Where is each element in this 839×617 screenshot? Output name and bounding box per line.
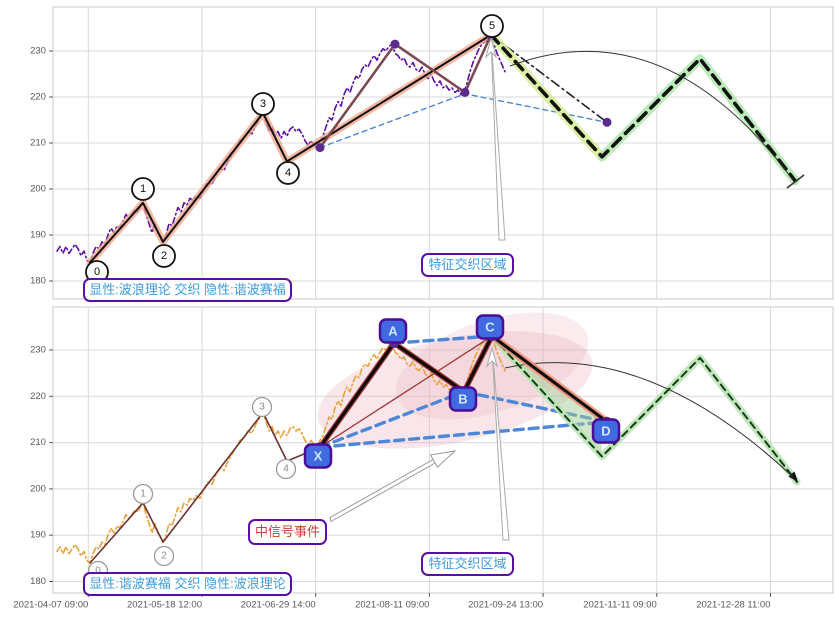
wave-circle-top: [276, 161, 300, 185]
projection-arrowhead-bottom: [788, 471, 798, 482]
y-tick-label: 190: [30, 230, 46, 241]
wave-number-top: 0: [94, 266, 100, 278]
zone-leader-arrow-top: [485, 36, 497, 59]
wave-circle-top: [480, 14, 504, 38]
zone-leader-bottom: [491, 347, 510, 541]
projection-arc-top: [509, 50, 794, 181]
signal-arrow-head: [429, 450, 457, 468]
harmonic-vertex-dot-top: [602, 117, 612, 127]
wave-number-top: 4: [285, 167, 291, 179]
hidden-harmonic-zigzag: [318, 33, 493, 149]
x-tick-label: 2021-06-29 14:00: [241, 600, 316, 611]
wave-circle-top: [131, 177, 155, 201]
wave-number-bottom: 0: [95, 566, 101, 577]
wave-number-bottom: 1: [140, 489, 146, 500]
wave-circle-top: [152, 244, 176, 268]
wave-number-top: 1: [140, 183, 146, 195]
harmonic-label-box-B: [448, 386, 478, 412]
wave-number-top: 3: [260, 98, 266, 110]
zone-leader-top: [490, 37, 506, 241]
harmonic-label-B: B: [458, 392, 467, 407]
y-tick-label: 220: [30, 391, 46, 402]
wave-circle-bottom: [275, 458, 297, 480]
wave-number-bottom: 4: [283, 464, 289, 475]
harmonic-vertex-dot-top: [390, 39, 400, 49]
y-tick-label: 180: [30, 276, 46, 287]
wave-number-bottom: 2: [161, 551, 167, 562]
wave-number-top: 5: [489, 20, 495, 32]
harmonic-label-box-X: [303, 443, 333, 469]
y-tick-label: 180: [30, 576, 46, 587]
panel1-feature-zone-callout: 特征交织区域: [421, 253, 514, 277]
harmonic-vertex-dot-top: [315, 143, 325, 153]
x-tick-label: 2021-04-07 09:00: [13, 600, 88, 611]
harmonic-ratio-dashed-bottom: [392, 334, 494, 345]
x-tick-label: 2021-11-11 09:00: [583, 600, 657, 611]
panel2-feature-zone-callout: 特征交织区域: [421, 552, 514, 576]
harmonic-ratio-dashed-bottom: [318, 390, 466, 449]
wave-circle-top: [251, 92, 275, 116]
hidden-elliott-zigzag: [89, 411, 321, 564]
panel1-legend-callout: 显性:波浪理论 交织 隐性:谐波赛福: [83, 278, 292, 302]
harmonic-label-A: A: [388, 324, 398, 339]
y-tick-label: 200: [30, 483, 46, 494]
elliott-wave-line: [89, 33, 492, 264]
signal-event-callout: 中信号事件: [248, 519, 327, 545]
y-tick-label: 230: [30, 345, 46, 356]
wave-circle-bottom: [132, 483, 154, 505]
harmonic-label-D: D: [601, 424, 610, 439]
harmonic-label-box-C: [475, 314, 505, 340]
x-tick-label: 2021-12-28 11:00: [696, 600, 770, 611]
panel-1-spine: [52, 306, 834, 594]
wave-number-bottom: 3: [259, 402, 265, 413]
harmonic-ratio-dashed-bottom: [318, 420, 609, 449]
harmonic-label-X: X: [314, 449, 323, 464]
projection-end-tick: [786, 174, 805, 189]
harmonic-vertex-dot-top: [460, 87, 470, 97]
y-tick-label: 200: [30, 184, 46, 195]
y-tick-label: 220: [30, 92, 46, 103]
projection-arc-bottom: [504, 362, 794, 478]
y-tick-label: 210: [30, 138, 46, 149]
y-tick-label: 190: [30, 530, 46, 541]
zone-leader-arrow-bottom: [486, 346, 498, 368]
x-tick-label: 2021-08-11 09:00: [355, 600, 429, 611]
x-tick-label: 2021-05-18 12:00: [127, 600, 202, 611]
x-tick-label: 2021-09-24 13:00: [468, 600, 543, 611]
projection-dashed-bottom: [491, 335, 798, 483]
xc-ratio-red-line: [319, 335, 493, 448]
panel2-legend-callout: 显性:谐波赛福 交织 隐性:波浪理论: [83, 572, 292, 596]
wave-circle-bottom: [251, 396, 273, 418]
harmonic-label-box-D: [591, 418, 621, 444]
y-tick-label: 230: [30, 46, 46, 57]
wave-circle-bottom: [153, 545, 175, 567]
harmonic-label-box-A: [378, 318, 408, 344]
wave-number-top: 2: [161, 250, 167, 262]
harmonic-label-C: C: [485, 320, 495, 335]
projection-dashed-top: [489, 33, 797, 183]
y-tick-label: 210: [30, 437, 46, 448]
